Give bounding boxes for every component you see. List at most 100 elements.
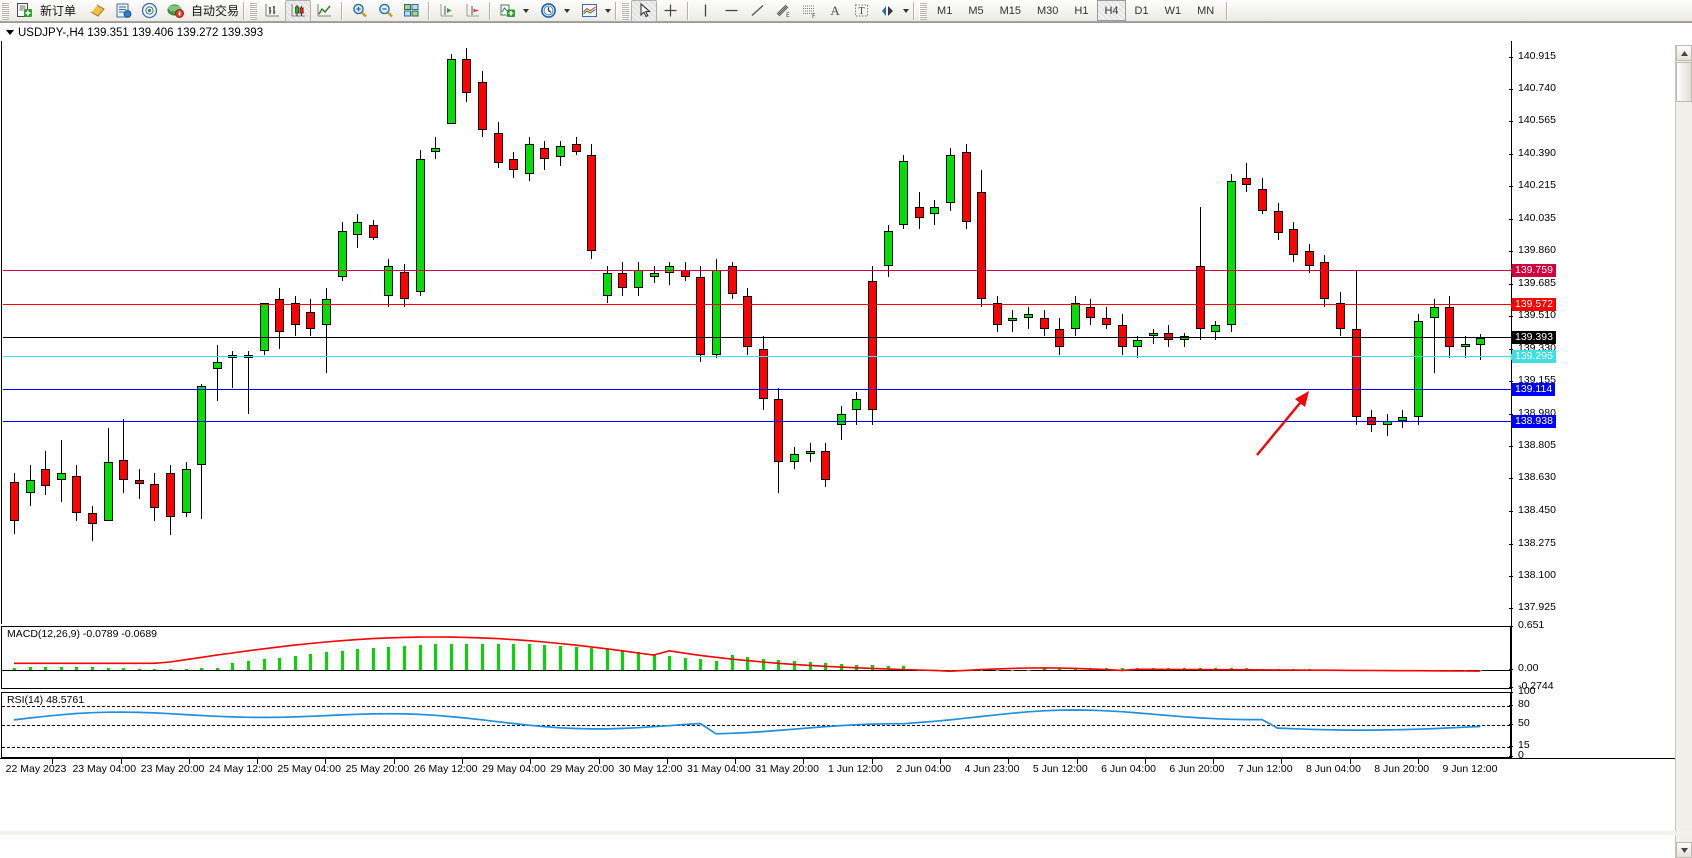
arrows-icon[interactable] [874, 0, 900, 22]
candle-body [494, 133, 503, 163]
timeframe-h4-button[interactable]: H4 [1097, 0, 1125, 21]
timeframe-m1-button[interactable]: M1 [930, 0, 959, 21]
symbol-ohlc-label: USDJPY-,H4 139.351 139.406 139.272 139.3… [6, 27, 263, 39]
toolbar-grip[interactable] [1, 2, 9, 20]
scroll-up-button[interactable] [1676, 45, 1692, 61]
timeframe-h1-button[interactable]: H1 [1067, 0, 1095, 21]
time-tick-mark [1145, 759, 1146, 764]
time-tick-mark [1350, 759, 1351, 764]
fibonacci-icon[interactable]: F [796, 0, 822, 22]
time-tick-label: 8 Jun 04:00 [1306, 763, 1361, 775]
time-tick-mark [667, 759, 668, 764]
candle-body [1149, 333, 1158, 337]
arrows-dropdown-caret[interactable] [903, 9, 909, 13]
toolbar-grip-4[interactable] [919, 2, 927, 20]
time-tick-mark [394, 759, 395, 764]
toolbar-grip-2[interactable] [249, 2, 257, 20]
toolbar-separator-6 [687, 2, 688, 20]
bar-chart-icon[interactable] [259, 0, 285, 22]
resistance-line-2[interactable] [3, 304, 1513, 305]
time-tick-label: 23 May 20:00 [141, 763, 205, 775]
svg-text:T: T [858, 7, 864, 17]
bullish-arrow-annotation[interactable] [1247, 381, 1317, 461]
rsi-pane[interactable]: RSI(14) 48.5761 [1, 692, 1511, 758]
candle-body [447, 59, 456, 124]
macd-signal-line [2, 627, 1512, 688]
shift-start-icon[interactable] [459, 0, 485, 22]
timeframe-mn-button[interactable]: MN [1190, 0, 1221, 21]
candle-body [962, 152, 971, 222]
svg-text:E: E [786, 12, 790, 19]
rsi-tick: 80 [1512, 698, 1530, 710]
time-tick-label: 6 Jun 20:00 [1169, 763, 1224, 775]
cyan-level-line[interactable] [3, 356, 1513, 357]
chart-style-icon[interactable] [84, 0, 110, 22]
time-tick-label: 31 May 20:00 [755, 763, 819, 775]
tile-windows-icon[interactable] [398, 0, 424, 22]
auto-trading-label[interactable]: 自动交易 [191, 2, 239, 19]
scrollbar-thumb[interactable] [1676, 62, 1692, 102]
time-tick-label: 23 May 04:00 [72, 763, 136, 775]
chart-collapse-icon[interactable] [6, 30, 14, 35]
equidistant-channel-icon[interactable]: E [770, 0, 796, 22]
toolbar-grip-3[interactable] [621, 2, 629, 20]
timeframe-w1-button[interactable]: W1 [1158, 0, 1189, 21]
text-label-icon[interactable]: T [848, 0, 874, 22]
candle-body [119, 460, 128, 480]
candle-body [1118, 325, 1127, 347]
period-dropdown-caret[interactable] [564, 9, 570, 13]
candle-body [322, 299, 331, 325]
timeframe-d1-button[interactable]: D1 [1128, 0, 1156, 21]
time-tick-label: 8 Jun 20:00 [1374, 763, 1429, 775]
vertical-scrollbar[interactable] [1675, 45, 1692, 858]
cursor-icon[interactable] [631, 0, 657, 22]
auto-trading-icon[interactable] [162, 0, 188, 22]
candle-body [1305, 251, 1314, 266]
time-tick-mark [1008, 759, 1009, 764]
candle-body [306, 312, 315, 329]
candle-body [572, 144, 581, 151]
resistance-line-1[interactable] [3, 270, 1513, 271]
horizontal-line-icon[interactable] [718, 0, 744, 22]
candle-body [540, 148, 549, 159]
indicators-dropdown-caret[interactable] [523, 9, 529, 13]
new-order-icon[interactable] [11, 0, 37, 22]
time-tick-mark [52, 759, 53, 764]
scroll-down-button[interactable] [1676, 842, 1692, 858]
templates-icon[interactable] [576, 0, 602, 22]
timeframe-m15-button[interactable]: M15 [993, 0, 1028, 21]
navigator-icon[interactable] [136, 0, 162, 22]
candle-body [478, 82, 487, 130]
chart-plot-area[interactable]: USDJPY-,H4 139.351 139.406 139.272 139.3… [0, 23, 1676, 836]
candle-body [977, 192, 986, 299]
crosshair-icon[interactable] [657, 0, 683, 22]
zoom-out-icon[interactable] [372, 0, 398, 22]
data-window-icon[interactable] [110, 0, 136, 22]
candle-body [1445, 307, 1454, 348]
vertical-line-icon[interactable] [692, 0, 718, 22]
trendline-icon[interactable] [744, 0, 770, 22]
period-icon[interactable] [535, 0, 561, 22]
candle-wick [123, 419, 124, 493]
shift-end-icon[interactable] [433, 0, 459, 22]
current-price-line[interactable] [3, 337, 1513, 338]
toolbar-separator-3 [428, 2, 429, 20]
rsi-label: RSI(14) 48.5761 [5, 694, 86, 706]
candle-body [213, 362, 222, 369]
macd-pane[interactable]: MACD(12,26,9) -0.0789 -0.0689 [1, 626, 1511, 689]
price-pane[interactable] [1, 41, 1511, 624]
text-icon[interactable]: A [822, 0, 848, 22]
line-chart-icon[interactable] [311, 0, 337, 22]
indicators-icon[interactable] [494, 0, 520, 22]
toolbar-separator-5 [615, 2, 616, 20]
zoom-in-icon[interactable] [346, 0, 372, 22]
candle-wick [1184, 333, 1185, 348]
templates-dropdown-caret[interactable] [605, 9, 611, 13]
candlestick-icon[interactable] [285, 0, 311, 22]
timeframe-m30-button[interactable]: M30 [1030, 0, 1065, 21]
new-order-label[interactable]: 新订单 [40, 2, 76, 19]
timeframe-m5-button[interactable]: M5 [961, 0, 990, 21]
chart-window[interactable]: USDJPY-,H4 139.351 139.406 139.272 139.3… [0, 22, 1692, 835]
